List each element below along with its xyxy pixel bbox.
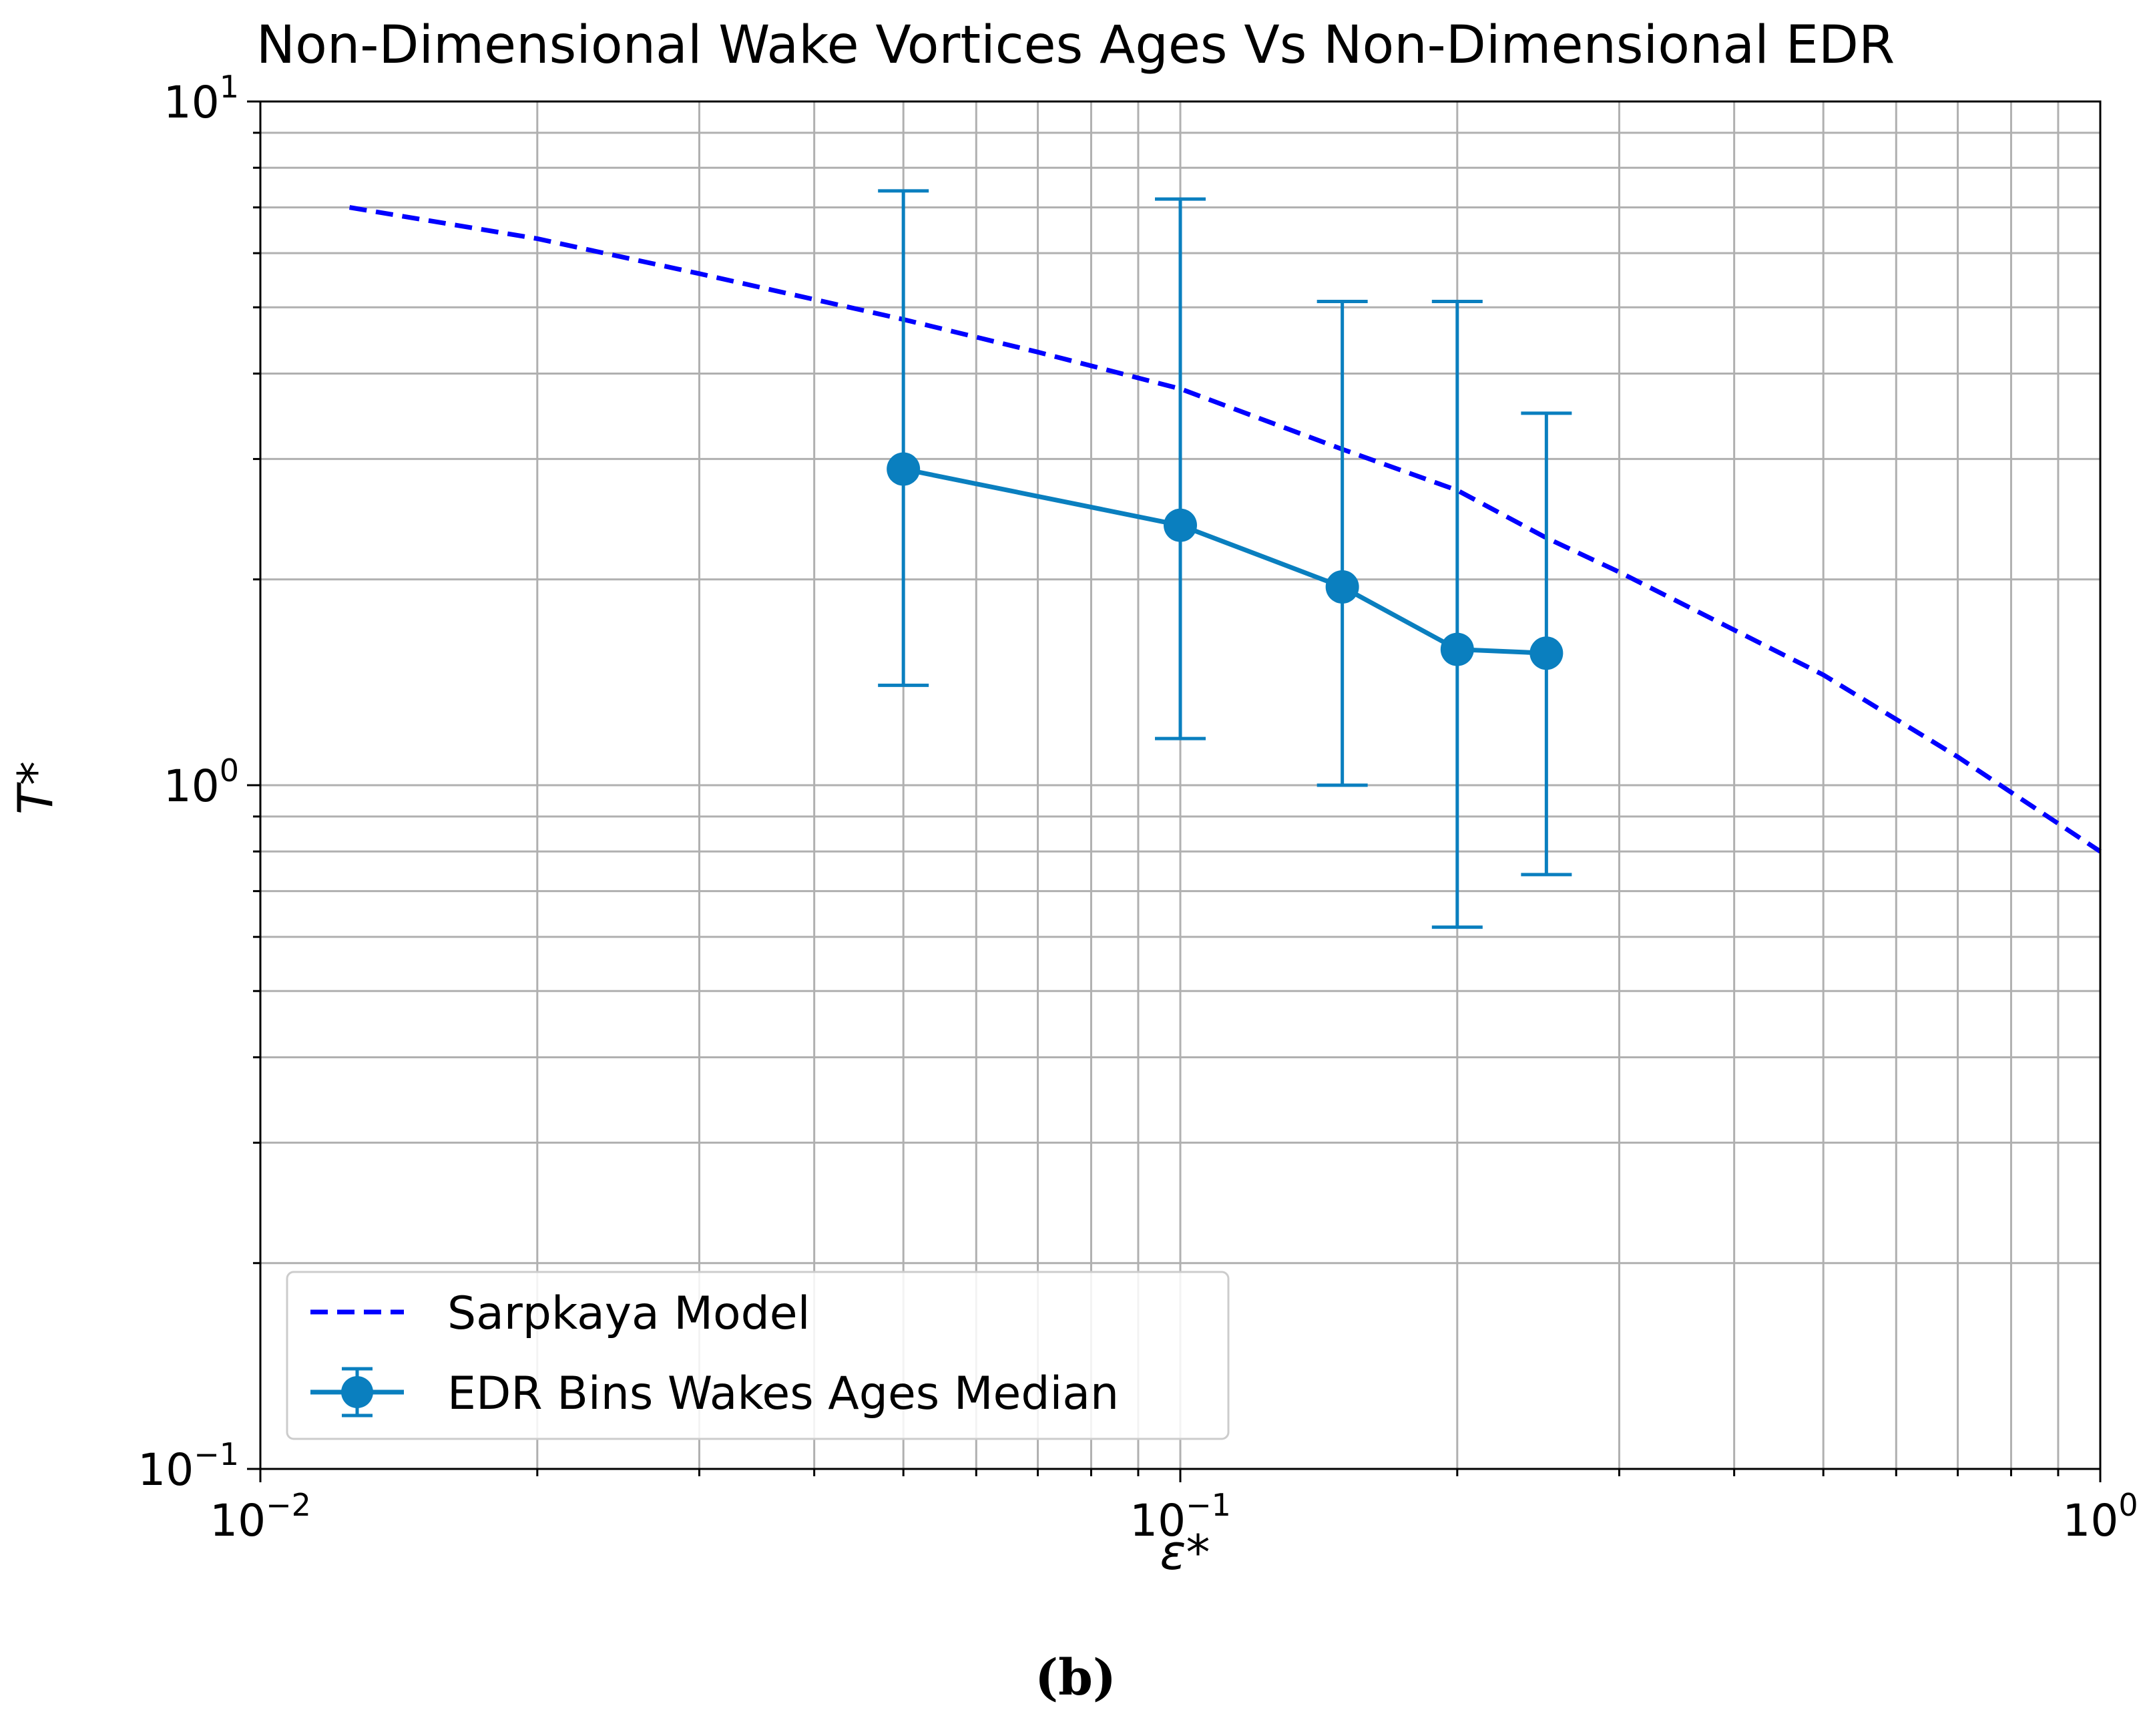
chart-title: Non-Dimensional Wake Vortices Ages Vs No… [256, 15, 1895, 75]
sarpkaya-model-line [348, 205, 2102, 854]
y-tick-label: 101 [164, 69, 239, 128]
y-tick-label: 10−1 [138, 1436, 239, 1496]
x-tick-label: 10−1 [1130, 1487, 1231, 1546]
legend: Sarpkaya Model EDR Bins Wakes Ages Media… [286, 1271, 1230, 1440]
legend-box [286, 1271, 1230, 1440]
panel-label: (b) [1035, 1649, 1116, 1707]
edr-median-point [1529, 636, 1564, 670]
edr-median-line [903, 467, 1547, 656]
edr-median-point [1325, 570, 1359, 604]
axis-ticks [247, 100, 2102, 1482]
edr-median-point [1164, 508, 1197, 542]
y-axis-label: T* [7, 761, 63, 815]
x-tick-label: 100 [2062, 1487, 2138, 1546]
legend-sarpkaya-label: Sarpkaya Model [447, 1287, 810, 1340]
y-tick-label: 100 [164, 752, 239, 812]
series-layer [348, 189, 2102, 929]
x-axis-label: ε* [1160, 1524, 1210, 1580]
x-tick-label: 10−2 [210, 1487, 311, 1546]
edr-median-point [887, 452, 921, 486]
edr-median-point [1440, 632, 1474, 666]
legend-edr-swatch-marker [341, 1376, 373, 1408]
legend-edr-label: EDR Bins Wakes Ages Median [447, 1367, 1119, 1420]
